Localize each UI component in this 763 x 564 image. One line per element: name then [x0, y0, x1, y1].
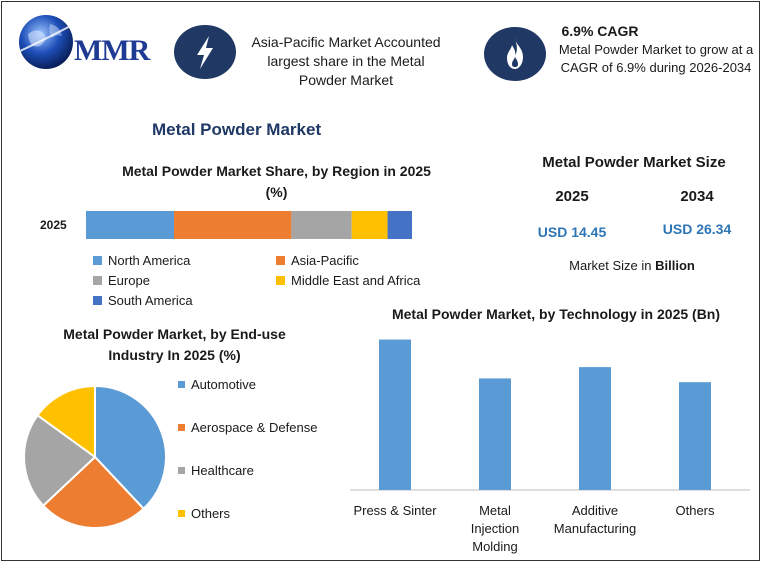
legend-label: Automotive: [191, 377, 257, 392]
legend-swatch: [178, 381, 185, 388]
logo-text: MMR: [74, 34, 150, 67]
technology-bar-additive-manufacturing: [579, 367, 611, 490]
technology-tick-label: Additive: [572, 503, 618, 518]
technology-tick-label: Metal: [479, 503, 511, 518]
region-chart-title: Metal Powder Market Share, by Region in …: [122, 163, 431, 200]
region-legend-item: Europe: [93, 273, 150, 288]
legend-label: Asia-Pacific: [291, 253, 359, 268]
legend-swatch: [276, 256, 285, 265]
globe-icon: [17, 15, 79, 69]
legend-label: North America: [108, 253, 191, 268]
region-bar-segment-europe: [291, 211, 352, 239]
legend-swatch: [93, 296, 102, 305]
legend-label: Others: [191, 506, 231, 521]
legend-label: Healthcare: [191, 463, 254, 478]
legend-swatch: [178, 510, 185, 517]
cagr-title: 6.9% CAGR: [561, 23, 639, 39]
year-2025: 2025: [555, 188, 589, 205]
pie-legend-item: Automotive: [178, 377, 256, 392]
info1-text: Asia-Pacific Market Accounted largest sh…: [251, 34, 441, 88]
market-size-note-prefix: Market Size in: [569, 258, 656, 273]
legend-swatch: [93, 276, 102, 285]
legend-swatch: [93, 256, 102, 265]
market-size-title: Metal Powder Market Size: [542, 154, 726, 171]
market-size-note: Market Size in Billion: [542, 258, 722, 273]
pie-legend-item: Aerospace & Defense: [178, 420, 317, 435]
legend-swatch: [178, 467, 185, 474]
region-bar-segment-asia-pacific: [174, 211, 292, 239]
technology-tick-label: Molding: [472, 539, 518, 554]
year-2034: 2034: [680, 188, 714, 205]
pie-slice-automotive: [94, 384, 167, 511]
region-bar-category: 2025: [40, 218, 67, 232]
legend-label: Middle East and Africa: [291, 273, 421, 288]
technology-tick-label: Injection: [471, 521, 519, 536]
legend-label: Europe: [108, 273, 150, 288]
technology-bar-others: [679, 382, 711, 490]
technology-chart-title: Metal Powder Market, by Technology in 20…: [391, 306, 721, 322]
market-size-note-unit: Billion: [655, 258, 695, 273]
lightning-bolt-icon: [174, 25, 236, 79]
legend-label: South America: [108, 293, 193, 308]
technology-tick-label: Press & Sinter: [353, 503, 437, 518]
technology-bar-metal-injection-molding: [479, 378, 511, 490]
region-legend-item: Middle East and Africa: [276, 273, 420, 288]
legend-label: Aerospace & Defense: [191, 420, 318, 435]
info2-text: Metal Powder Market to grow at a CAGR of…: [558, 42, 754, 75]
flame-icon: [484, 27, 546, 81]
pie-slice-healthcare: [23, 413, 97, 508]
pie-slice-aerospace-defense: [41, 455, 146, 529]
region-legend-item: South America: [93, 293, 193, 308]
region-legend-item: North America: [93, 253, 190, 268]
region-bar-segment-south-america: [387, 211, 412, 239]
technology-tick-label: Others: [675, 503, 715, 518]
technology-bar-chart: Press & Sinter Metal Injection Molding Addit…: [350, 339, 750, 554]
legend-swatch: [276, 276, 285, 285]
technology-tick-label: Manufacturing: [554, 521, 636, 536]
logo: MMR: [14, 12, 159, 72]
main-title: Metal Powder Market: [152, 120, 322, 139]
region-bar-segment-middle-east-and-africa: [351, 211, 388, 239]
legend-swatch: [178, 424, 185, 431]
pie-legend-item: Others: [178, 506, 230, 521]
region-bar-segment-north-america: [86, 211, 175, 239]
value-2034: USD 26.34: [662, 221, 732, 237]
end-use-pie-chart: [23, 384, 167, 529]
region-stacked-bar: [86, 211, 412, 239]
region-legend-item: Asia-Pacific: [276, 253, 359, 268]
pie-chart-title: Metal Powder Market, by End-use Industry…: [63, 326, 286, 363]
value-2025: USD 14.45: [537, 224, 607, 240]
pie-legend-item: Healthcare: [178, 463, 254, 478]
pie-slice-others: [36, 384, 96, 459]
technology-bar-press-sinter: [379, 339, 411, 490]
